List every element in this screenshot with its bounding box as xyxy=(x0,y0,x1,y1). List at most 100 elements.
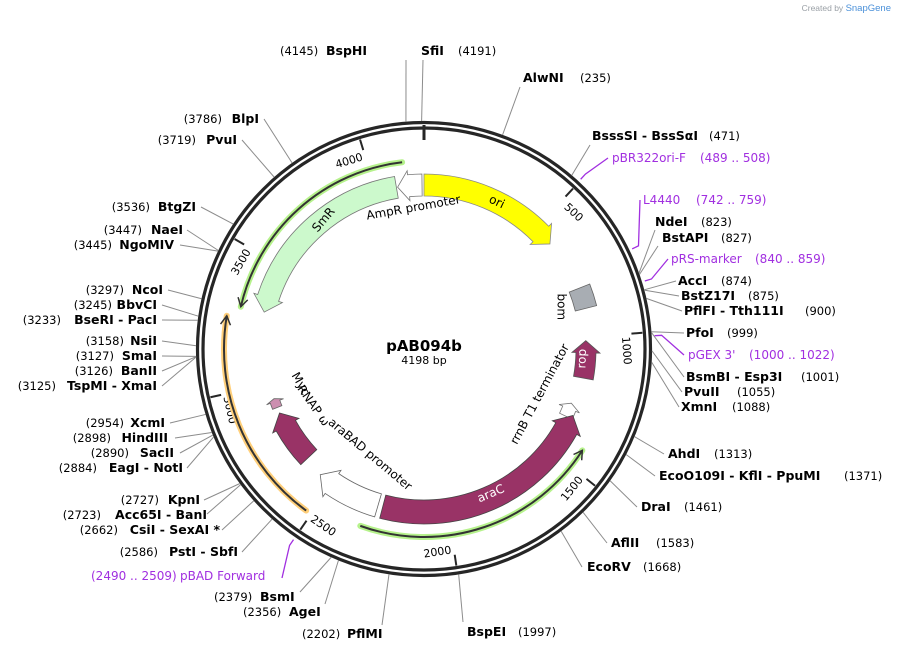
feature-bom-label: bom xyxy=(554,293,568,320)
primer-range: (840 .. 859) xyxy=(755,252,825,266)
site-pos: (3719) xyxy=(158,133,196,147)
site-pflmi[interactable]: PflMI xyxy=(347,626,383,641)
feature-rrnb-t1-terminator[interactable] xyxy=(558,402,580,420)
site-bsphi[interactable]: BspHI xyxy=(326,43,367,58)
plasmid-name[interactable]: pAB094b xyxy=(386,337,462,355)
site-hindiii[interactable]: HindIII xyxy=(121,430,168,445)
site-acci[interactable]: AccI xyxy=(678,273,707,288)
site-bsmi[interactable]: BsmI xyxy=(260,589,295,604)
site-smai[interactable]: SmaI xyxy=(122,348,157,363)
site-pos: (3245) xyxy=(74,298,112,312)
site-kpni[interactable]: KpnI xyxy=(168,492,200,507)
primer-pbad-forward[interactable]: pBAD Forward xyxy=(180,569,265,583)
primer-pgex-3[interactable]: pGEX 3' xyxy=(688,348,735,362)
site-btgzi[interactable]: BtgZI xyxy=(158,199,196,214)
site-pos: (2662) xyxy=(80,523,118,537)
site-pos: (1088) xyxy=(732,400,770,414)
site-bsmbi-esp3i[interactable]: BsmBI - Esp3I xyxy=(686,369,782,384)
tick-label: 1000 xyxy=(619,336,634,365)
feature-arabad-promoter[interactable] xyxy=(319,469,382,518)
site-ndei[interactable]: NdeI xyxy=(655,214,688,229)
feature-ori-label: ori xyxy=(487,192,507,211)
site-bseri-paci[interactable]: BseRI - PacI xyxy=(74,312,157,327)
bottom-sites: BspEI (1997) (2202) PflMI (2356) AgeI (2… xyxy=(214,589,556,641)
site-alwni[interactable]: AlwNI xyxy=(523,70,564,85)
feature-rnap-omega[interactable] xyxy=(272,412,318,466)
site-pos: (4145) xyxy=(280,44,318,58)
site-acc65i-bani[interactable]: Acc65I - BanI xyxy=(115,507,207,522)
site-aflii[interactable]: AflII xyxy=(611,535,639,550)
site-sfii[interactable]: SfiI xyxy=(421,43,444,58)
primer-range: (1000 .. 1022) xyxy=(749,348,835,362)
site-leaders xyxy=(161,59,685,626)
feature-ori[interactable] xyxy=(423,173,553,245)
site-pfoi[interactable]: PfoI xyxy=(686,325,714,340)
feature-smr[interactable] xyxy=(253,176,399,313)
site-pos: (875) xyxy=(748,289,779,303)
site-ecoo109i-kfli-ppumi[interactable]: EcoO109I - KflI - PpuMI xyxy=(659,468,820,483)
feature-arac-direction[interactable] xyxy=(357,447,586,540)
site-eagi-noti[interactable]: EagI - NotI xyxy=(109,460,183,475)
site-pflfi-tth111i[interactable]: PflFI - Tth111I xyxy=(684,303,784,318)
site-pos: (2356) xyxy=(243,605,281,619)
snapgene-credit: Created by SnapGene xyxy=(802,3,891,14)
site-agei[interactable]: AgeI xyxy=(289,604,321,619)
site-bspei[interactable]: BspEI xyxy=(467,624,506,639)
site-pos: (1371) xyxy=(844,469,882,483)
site-pos: (3786) xyxy=(184,112,222,126)
site-pos: (3447) xyxy=(104,223,142,237)
site-banii[interactable]: BanII xyxy=(121,363,157,378)
site-xcmi[interactable]: XcmI xyxy=(130,415,165,430)
site-pos: (2898) xyxy=(73,431,111,445)
site-pvui[interactable]: PvuI xyxy=(206,132,237,147)
site-drai[interactable]: DraI xyxy=(641,499,671,514)
primer-l4440[interactable]: L4440 xyxy=(643,193,680,207)
site-ecorv[interactable]: EcoRV xyxy=(587,559,631,574)
site-bsssi[interactable]: BsssSI - BssSαI xyxy=(592,128,698,143)
feature-pbad-forward-direction[interactable] xyxy=(219,312,310,514)
primer-prs-marker[interactable]: pRS-marker xyxy=(671,252,742,266)
feature-myc[interactable] xyxy=(266,398,284,410)
site-pos: (827) xyxy=(721,231,752,245)
site-pvuii[interactable]: PvuII xyxy=(684,384,720,399)
site-bbvci[interactable]: BbvCI xyxy=(117,297,157,312)
tick-label: 2000 xyxy=(423,544,453,561)
primer-range: (489 .. 508) xyxy=(700,151,770,165)
site-xmni[interactable]: XmnI xyxy=(681,399,717,414)
site-pos: (1997) xyxy=(518,625,556,639)
site-csii-sexai[interactable]: CsiI - SexAI * xyxy=(130,522,221,537)
site-pos: (2723) xyxy=(63,508,101,522)
snapgene-logo-text: SnapGene xyxy=(845,3,891,14)
site-pos: (999) xyxy=(727,326,758,340)
site-pos: (2727) xyxy=(121,493,159,507)
site-naei[interactable]: NaeI xyxy=(151,222,183,237)
site-sacii[interactable]: SacII xyxy=(140,445,174,460)
primers: pBR322ori-F (489 .. 508) L4440 (742 .. 7… xyxy=(91,151,835,583)
primer-range: (2490 .. 2509) xyxy=(91,569,177,583)
site-pos: (3297) xyxy=(86,283,124,297)
site-ncoi[interactable]: NcoI xyxy=(132,282,163,297)
feature-ampr-promoter[interactable] xyxy=(397,169,423,202)
site-ngomiv[interactable]: NgoMIV xyxy=(119,237,174,252)
site-nsii[interactable]: NsiI xyxy=(130,333,157,348)
feature-smr-direction[interactable] xyxy=(237,159,406,310)
site-tspmi-xmai[interactable]: TspMI - XmaI xyxy=(67,378,157,393)
primer-pbr322ori-f[interactable]: pBR322ori-F xyxy=(612,151,686,165)
site-psti-sbfi[interactable]: PstI - SbfI xyxy=(169,544,238,559)
site-pos: (2202) xyxy=(302,627,340,641)
feature-arac[interactable] xyxy=(379,414,581,525)
site-blpi[interactable]: BlpI xyxy=(232,111,259,126)
site-pos: (3536) xyxy=(112,200,150,214)
site-pos: (1583) xyxy=(656,536,694,550)
feature-rop[interactable] xyxy=(570,340,602,381)
site-pos: (471) xyxy=(709,129,740,143)
site-bstz17i[interactable]: BstZ17I xyxy=(681,288,735,303)
site-ahdi[interactable]: AhdI xyxy=(668,446,700,461)
site-pos: (3126) xyxy=(75,364,113,378)
site-bstapi[interactable]: BstAPI xyxy=(662,230,708,245)
right-sites: BsssSI - BssSαI (471) NdeI (823) BstAPI … xyxy=(587,128,882,574)
top-sites: (4145) BspHI SfiI (4191) AlwNI (235) xyxy=(280,43,611,85)
site-pos: (2379) xyxy=(214,590,252,604)
site-pos: (4191) xyxy=(458,44,496,58)
feature-bom[interactable] xyxy=(568,283,598,312)
